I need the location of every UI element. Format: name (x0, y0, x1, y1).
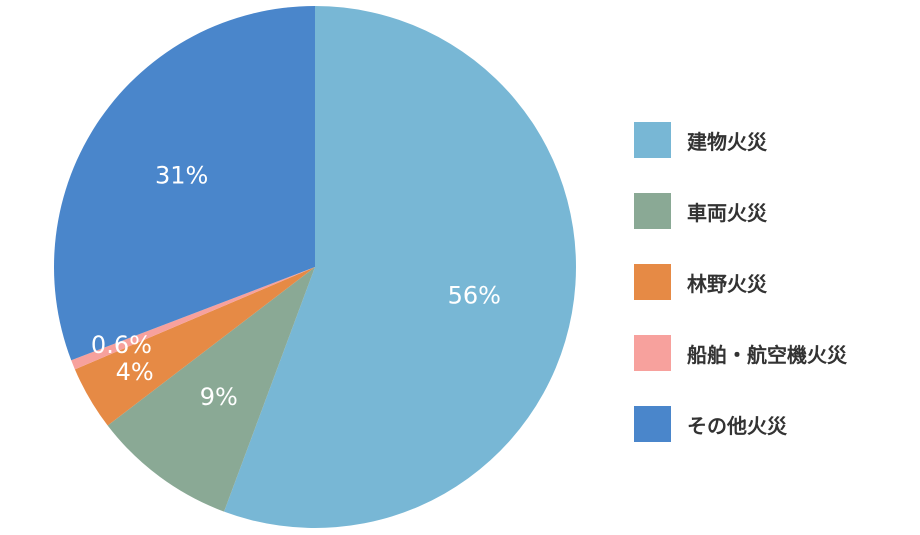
legend-label-building-fire: 建物火災 (687, 129, 767, 154)
slice-label-vehicle-fire: 9% (200, 383, 238, 411)
legend-item-forest-fire: 林野火災 (634, 264, 914, 300)
legend-label-vehicle-fire: 車両火災 (687, 200, 767, 225)
legend-swatch-other-fire (634, 406, 671, 442)
pie-slice-vehicle-fire (107, 267, 315, 512)
legend-swatch-ship-aircraft-fire (634, 335, 671, 371)
slice-label-ship-aircraft-fire: 0.6% (91, 331, 152, 359)
pie-slice-forest-fire (74, 267, 315, 426)
legend-swatch-forest-fire (634, 264, 671, 300)
legend-item-other-fire: その他火災 (634, 406, 914, 442)
legend-item-ship-aircraft-fire: 船舶・航空機火災 (634, 335, 914, 371)
legend: 建物火災 車両火災 林野火災 船舶・航空機火災 その他火災 (634, 122, 914, 477)
pie-slice-ship-aircraft-fire (71, 267, 315, 370)
pie-slice-building-fire (224, 6, 576, 528)
slice-label-other-fire: 31% (155, 161, 208, 189)
legend-swatch-vehicle-fire (634, 193, 671, 229)
legend-swatch-building-fire (634, 122, 671, 158)
legend-label-ship-aircraft-fire: 船舶・航空機火災 (687, 342, 847, 367)
legend-label-forest-fire: 林野火災 (687, 271, 767, 296)
pie-slice-other-fire (53, 6, 315, 361)
legend-item-building-fire: 建物火災 (634, 122, 914, 158)
legend-label-other-fire: その他火災 (687, 413, 787, 438)
legend-item-vehicle-fire: 車両火災 (634, 193, 914, 229)
slice-label-building-fire: 56% (448, 282, 501, 310)
slice-label-forest-fire: 4% (116, 358, 154, 386)
